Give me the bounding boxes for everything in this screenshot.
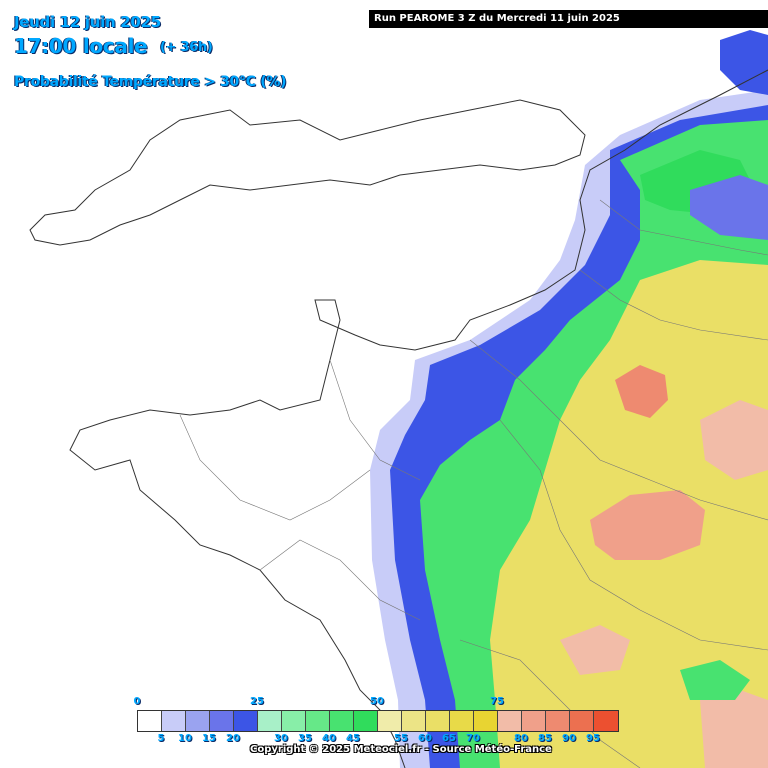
legend-swatch — [546, 711, 570, 731]
legend-swatch — [570, 711, 594, 731]
legend-minor-label: 55 — [394, 733, 408, 744]
color-legend — [137, 710, 619, 732]
legend-swatch — [522, 711, 546, 731]
copyright-notice: Copyright © 2025 Meteociel.fr - Source M… — [250, 744, 552, 755]
zone-salmon-south — [560, 625, 630, 675]
legend-swatch — [282, 711, 306, 731]
legend-minor-label: 20 — [226, 733, 240, 744]
england-coast — [29, 99, 586, 246]
legend-minor-label: 60 — [418, 733, 432, 744]
legend-swatch — [162, 711, 186, 731]
forecast-time: 17:00 locale — [14, 34, 148, 58]
coastline-layer — [29, 69, 768, 768]
legend-minor-label: 15 — [202, 733, 216, 744]
legend-swatch — [450, 711, 474, 731]
zone-blue-netherlands — [720, 30, 768, 95]
legend-major-label: 25 — [250, 696, 264, 707]
legend-swatch — [330, 711, 354, 731]
legend-major-label: 75 — [490, 696, 504, 707]
legend-minor-label: 65 — [442, 733, 456, 744]
forecast-date: Jeudi 12 juin 2025 — [14, 13, 161, 31]
zone-salmon-paris — [615, 365, 668, 418]
probability-fill-layer — [370, 30, 768, 768]
legend-minor-label: 80 — [514, 733, 528, 744]
legend-major-label: 0 — [133, 696, 141, 707]
region-borders-layer — [179, 199, 768, 768]
legend-minor-label: 35 — [298, 733, 312, 744]
legend-swatch — [186, 711, 210, 731]
legend-swatch — [138, 711, 162, 731]
legend-swatch — [378, 711, 402, 731]
legend-minor-label: 40 — [322, 733, 336, 744]
legend-swatch — [234, 711, 258, 731]
legend-major-label: 50 — [370, 696, 384, 707]
legend-swatch — [354, 711, 378, 731]
legend-swatch — [426, 711, 450, 731]
legend-swatch — [306, 711, 330, 731]
legend-minor-label: 10 — [178, 733, 192, 744]
legend-swatch — [210, 711, 234, 731]
zone-salmon-east — [700, 400, 768, 480]
forecast-lead-time: (+ 36h) — [160, 40, 213, 55]
legend-minor-label: 30 — [274, 733, 288, 744]
legend-minor-label: 70 — [466, 733, 480, 744]
legend-minor-label: 85 — [538, 733, 552, 744]
zone-green-se — [680, 660, 750, 700]
legend-swatch — [258, 711, 282, 731]
legend-minor-label: 95 — [586, 733, 600, 744]
legend-swatch — [402, 711, 426, 731]
france-coast — [69, 69, 768, 768]
run-info-bar: Run PEAROME 3 Z du Mercredi 11 juin 2025 — [369, 10, 768, 28]
parameter-title: Probabilité Température > 30°C (%) — [14, 74, 287, 90]
legend-swatch — [498, 711, 522, 731]
legend-swatch — [594, 711, 618, 731]
legend-minor-label: 45 — [346, 733, 360, 744]
legend-minor-label: 90 — [562, 733, 576, 744]
legend-minor-label: 5 — [157, 733, 165, 744]
zone-blue-belgium — [690, 175, 768, 240]
zone-salmon-center — [590, 490, 705, 560]
legend-swatch — [474, 711, 498, 731]
zone-salmon-se — [700, 690, 768, 768]
